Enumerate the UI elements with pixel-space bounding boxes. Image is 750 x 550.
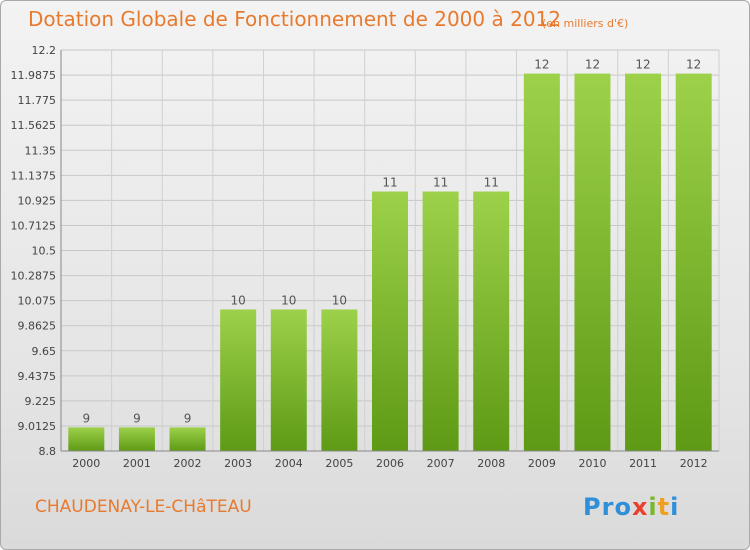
y-tick-label: 11.5625: [11, 119, 57, 132]
data-label: 11: [382, 176, 397, 190]
x-tick-label: 2006: [376, 457, 404, 470]
y-tick-label: 12.2: [32, 44, 57, 57]
bars: [68, 73, 712, 452]
data-label: 12: [686, 58, 701, 72]
y-tick-label: 8.8: [39, 445, 57, 458]
bar: [473, 191, 510, 451]
axes: 8.8 9.0125 9.225 9.4375 9.65 9.8625 10.075 10.2…: [11, 44, 719, 470]
bar: [675, 73, 712, 452]
bar: [118, 427, 155, 451]
bar: [523, 73, 560, 452]
data-labels: 9 9 9 10 10 10 11 11 11 12 12 12 12: [82, 58, 701, 426]
x-tick-label: 2010: [578, 457, 606, 470]
commune-name: CHAUDENAY-LE-CHâTEAU: [35, 497, 252, 517]
logo-letter: r: [601, 493, 615, 521]
logo-letter: i: [670, 493, 680, 521]
bar: [68, 427, 105, 451]
x-tick-label: 2009: [528, 457, 556, 470]
data-label: 12: [635, 58, 650, 72]
x-tick-label: 2008: [477, 457, 505, 470]
y-tick-label: 11.9875: [11, 69, 57, 82]
y-tick-label: 9.65: [32, 345, 57, 358]
data-label: 11: [433, 176, 448, 190]
y-tick-label: 9.4375: [18, 370, 57, 383]
chart-title: Dotation Globale de Fonctionnement de 20…: [28, 7, 561, 31]
y-tick-label: 11.1375: [11, 169, 57, 182]
x-tick-label: 2003: [224, 457, 252, 470]
bar: [422, 191, 459, 451]
data-label: 9: [184, 411, 192, 425]
data-label: 9: [82, 411, 90, 425]
data-label: 11: [484, 176, 499, 190]
chart-subtitle: (en milliers d'€): [542, 17, 629, 30]
bar: [220, 309, 257, 451]
y-tick-label: 10.925: [18, 194, 57, 207]
y-tick-label: 10.7125: [11, 219, 57, 232]
x-tick-label: 2004: [275, 457, 303, 470]
logo-letter: i: [648, 493, 658, 521]
data-label: 12: [534, 58, 549, 72]
x-tick-label: 2005: [325, 457, 353, 470]
y-tick-label: 10.5: [32, 245, 57, 258]
x-tick-label: 2011: [629, 457, 657, 470]
x-tick-label: 2012: [680, 457, 708, 470]
x-tick-label: 2000: [72, 457, 100, 470]
bar: [169, 427, 206, 451]
data-label: 10: [281, 293, 296, 307]
x-tick-label: 2001: [123, 457, 151, 470]
data-label: 10: [332, 293, 347, 307]
proxiti-logo: Proxiti: [583, 493, 679, 521]
data-label: 10: [231, 293, 246, 307]
logo-letter: o: [614, 493, 632, 521]
bar: [321, 309, 358, 451]
logo-letter: x: [631, 493, 649, 521]
y-tick-label: 9.0125: [18, 420, 57, 433]
data-label: 9: [133, 411, 141, 425]
bar: [372, 191, 408, 451]
logo-letter: P: [583, 493, 602, 521]
y-tick-label: 9.8625: [18, 320, 57, 333]
y-tick-label: 11.775: [18, 94, 57, 107]
y-tick-label: 9.225: [25, 395, 57, 408]
bar: [574, 73, 611, 452]
y-tick-label: 10.075: [18, 295, 57, 308]
bar: [625, 73, 662, 452]
y-tick-label: 11.35: [25, 144, 57, 157]
bar: [270, 309, 307, 451]
logo-letter: t: [657, 493, 671, 521]
x-tick-label: 2002: [174, 457, 202, 470]
y-tick-label: 10.2875: [11, 270, 57, 283]
x-tick-label: 2007: [427, 457, 455, 470]
data-label: 12: [585, 58, 600, 72]
